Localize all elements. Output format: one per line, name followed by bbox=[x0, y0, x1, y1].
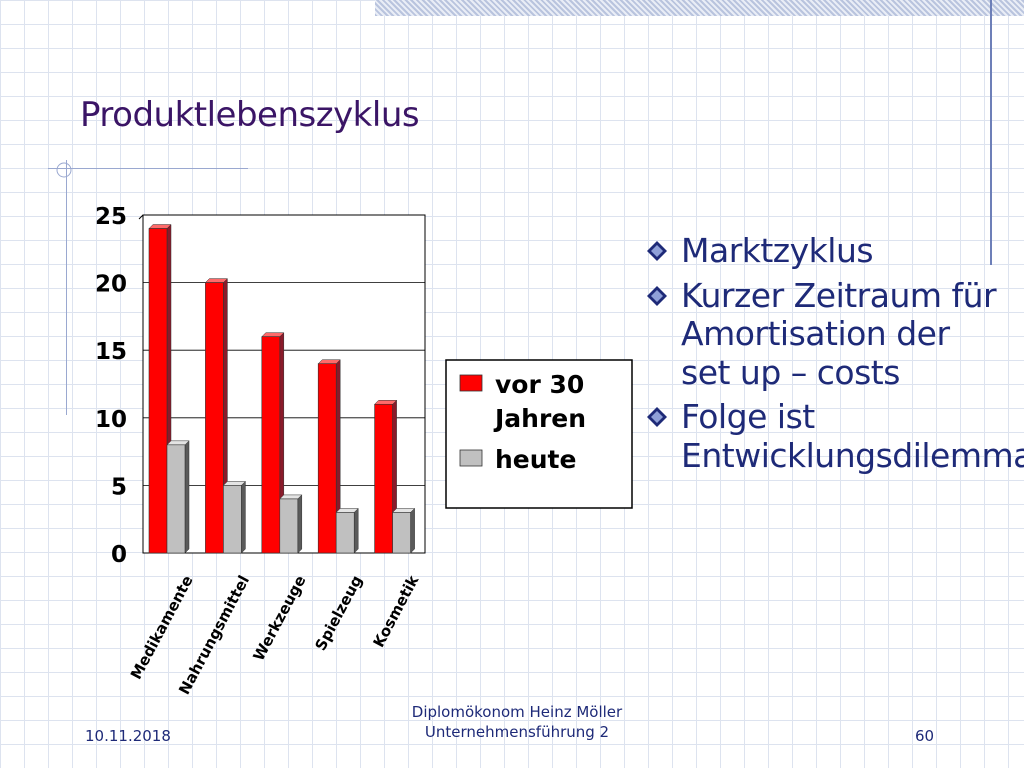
footer-center: Diplomökonom Heinz Möller Unternehmensfü… bbox=[352, 703, 682, 742]
legend-label: Jahren bbox=[493, 404, 586, 433]
bar-top bbox=[222, 481, 247, 486]
bullet-list: Marktzyklus Kurzer Zeitraum für Amortisa… bbox=[646, 231, 1024, 482]
footer-course: Unternehmensführung 2 bbox=[424, 722, 610, 741]
footer-page-number: 60 bbox=[915, 727, 935, 745]
y-tick-label: 10 bbox=[95, 407, 127, 433]
x-tick-label: Medikamente bbox=[127, 572, 197, 682]
y-tick-label: 0 bbox=[111, 542, 127, 568]
bar-top bbox=[317, 359, 341, 364]
bar bbox=[205, 282, 224, 554]
legend-label: vor 30 bbox=[495, 370, 584, 399]
bar bbox=[392, 512, 411, 554]
bar-side bbox=[353, 507, 359, 554]
bar bbox=[317, 363, 337, 554]
crosshair-ornament-icon bbox=[56, 162, 72, 178]
bar bbox=[335, 512, 355, 554]
bar-top bbox=[391, 508, 416, 513]
bar-side bbox=[410, 507, 415, 554]
bullet-text: Marktzyklus bbox=[681, 231, 874, 270]
y-tick-label: 20 bbox=[95, 272, 127, 298]
bar-side bbox=[297, 494, 303, 554]
decorative-title-line bbox=[48, 168, 248, 169]
bullet-text: Folge ist Entwicklungsdilemma bbox=[681, 397, 1024, 476]
bar bbox=[148, 228, 168, 554]
diamond-bullet-icon bbox=[647, 407, 667, 428]
footer-date: 10.11.2018 bbox=[85, 727, 171, 745]
slide-title: Produktlebenszyklus bbox=[80, 95, 420, 135]
bar-top bbox=[261, 332, 285, 337]
y-tick-label: 15 bbox=[95, 339, 127, 365]
bar bbox=[374, 403, 393, 554]
bar-top bbox=[148, 224, 172, 229]
bar-side bbox=[184, 440, 190, 554]
bar-top bbox=[204, 278, 229, 283]
footer-author: Diplomökonom Heinz Möller bbox=[411, 703, 623, 721]
bar-top bbox=[335, 508, 359, 513]
legend-swatch bbox=[459, 449, 483, 467]
bullet-item: Marktzyklus bbox=[646, 231, 1006, 271]
bar bbox=[261, 336, 281, 554]
bar-top bbox=[166, 440, 190, 446]
bullet-item: Kurzer Zeitraum für Amortisation der set… bbox=[646, 275, 1006, 393]
decorative-left-line bbox=[66, 160, 67, 415]
bullet-text: Kurzer Zeitraum für Amortisation der set… bbox=[681, 275, 997, 392]
x-tick-label: Spielzeug bbox=[311, 572, 366, 653]
bullet-item: Folge ist Entwicklungsdilemma bbox=[646, 398, 1024, 475]
legend-swatch bbox=[459, 374, 483, 392]
bar-top bbox=[373, 400, 398, 405]
legend-label: heute bbox=[495, 445, 576, 474]
diamond-bullet-icon bbox=[647, 241, 667, 261]
y-tick-label: 25 bbox=[95, 204, 127, 230]
decorative-vertical-line bbox=[990, 0, 992, 265]
diamond-bullet-icon bbox=[647, 285, 667, 306]
bar bbox=[223, 485, 242, 554]
bar bbox=[166, 444, 186, 554]
bar-top bbox=[279, 494, 303, 500]
top-decorative-strip bbox=[375, 0, 1024, 16]
y-tick-label: 5 bbox=[111, 474, 127, 500]
plot-depth-edge bbox=[138, 214, 144, 220]
bar-side bbox=[241, 480, 246, 554]
bar bbox=[279, 498, 299, 554]
x-tick-label: Kosmetik bbox=[369, 572, 422, 651]
x-tick-label: Werkzeuge bbox=[249, 572, 309, 664]
